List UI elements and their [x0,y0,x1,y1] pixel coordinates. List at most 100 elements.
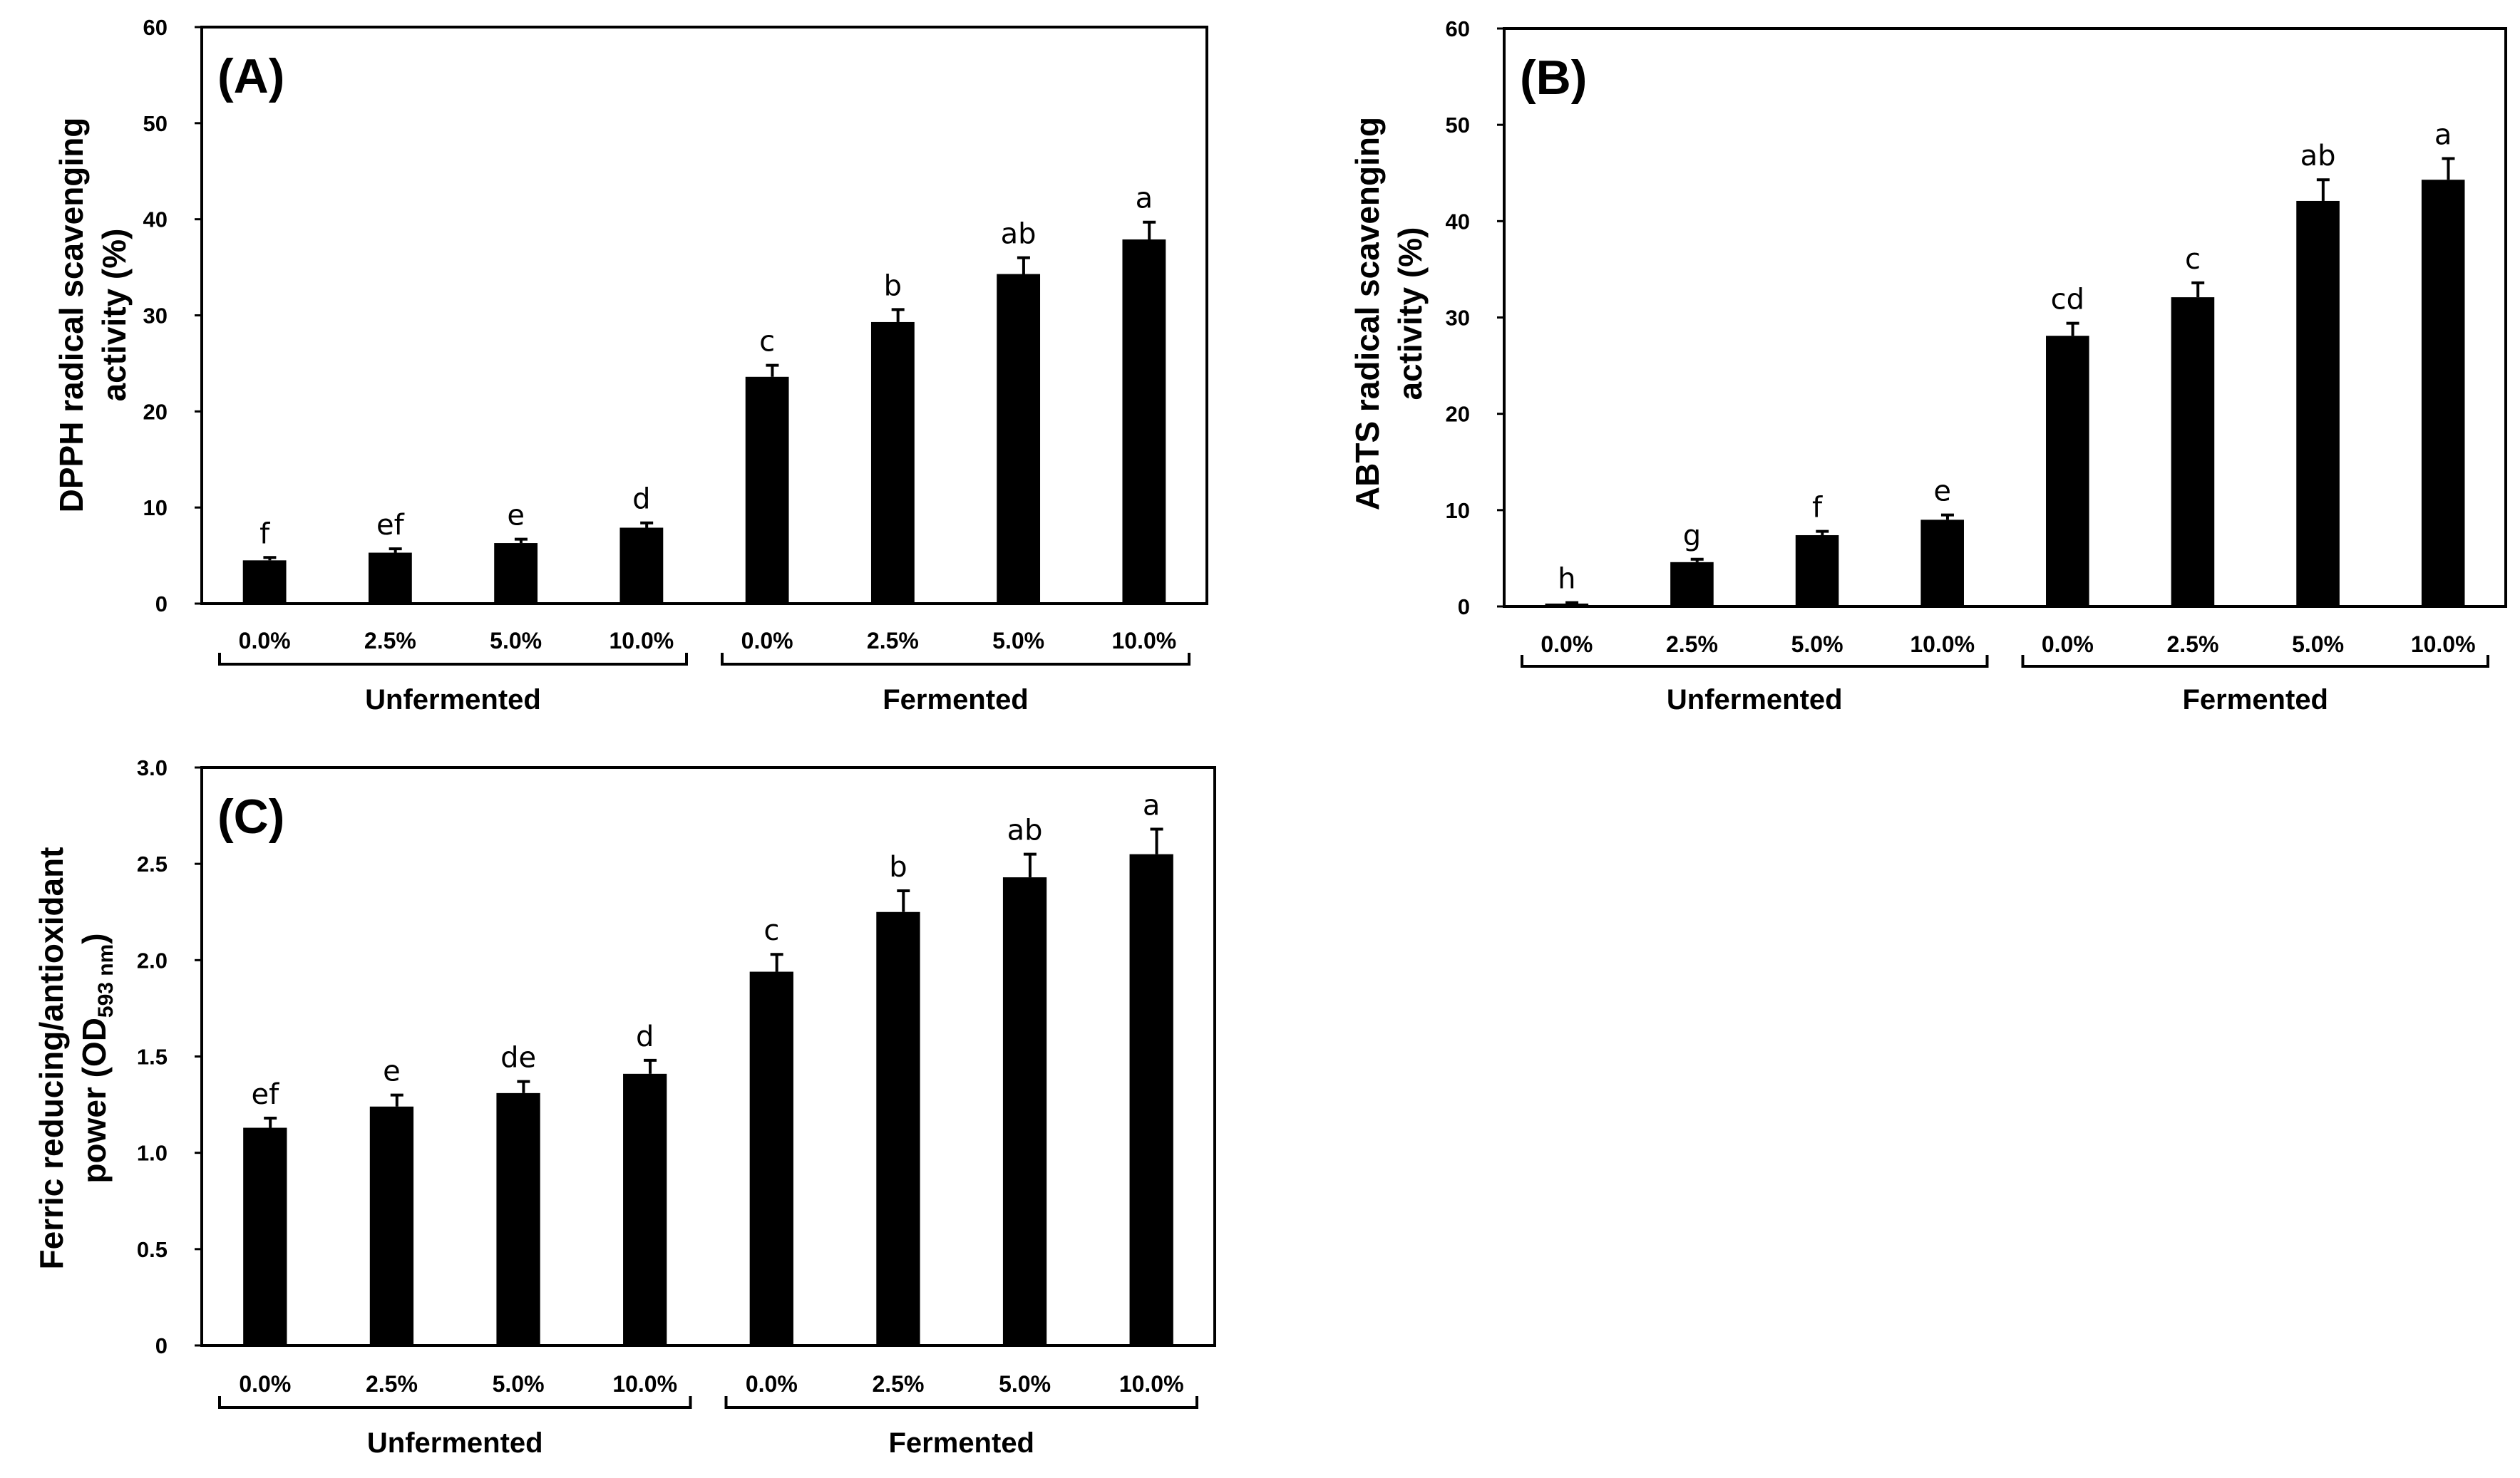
bar [2171,297,2215,606]
y-tick-label: 2.5 [137,852,168,877]
bar [1129,854,1173,1345]
significance-label: d [636,1020,654,1053]
y-tick-label: 20 [143,399,168,424]
category-label: 5.0% [490,628,542,653]
y-tick-label: 1.5 [137,1045,168,1070]
bar [2046,336,2089,606]
significance-label: e [383,1055,401,1088]
y-tick-label: 60 [143,15,168,40]
group-bracket [2021,655,2489,668]
y-axis-label: ABTS radical scavenging activity (%) [1349,117,1429,510]
significance-label: g [1683,520,1701,552]
bar [242,560,287,604]
bar [1920,520,1964,606]
category-label: 10.0% [1112,628,1177,653]
category-label: 5.0% [493,1371,545,1397]
significance-label: ab [1001,218,1037,251]
y-tick-label: 10 [143,495,168,520]
group-label: Fermented [889,1427,1035,1459]
significance-label: ef [376,509,405,542]
panel-label: (A) [217,49,284,103]
plot-frame [200,766,1216,1347]
group-bracket [1521,655,1989,668]
group-bracket [724,1396,1198,1409]
significance-label: c [763,914,779,947]
bar [1795,534,1839,606]
y-axis-label: Ferric reducing/antioxidant power (OD593 … [33,847,118,1270]
significance-label: a [1136,182,1153,215]
y-tick-label: 3.0 [137,755,168,780]
group-bracket [721,653,1190,666]
bar [1122,239,1166,604]
panel-label: (B) [1520,51,1587,105]
bar [1545,603,1589,606]
y-axis-label-line-2: power (OD593 nm) [76,933,118,1183]
category-label: 2.5% [867,628,919,653]
bar [2421,180,2465,606]
y-tick-label: 30 [143,304,168,329]
category-label: 10.0% [2411,631,2476,657]
group-label: Fermented [2183,684,2329,715]
category-label: 10.0% [1910,631,1975,657]
group-bracket [218,653,688,666]
y-axis-label-line-1: Ferric reducing/antioxidant [33,847,70,1270]
category-label: 2.5% [2166,631,2218,657]
significance-label: f [1812,492,1823,524]
category-label: 5.0% [1791,631,1843,657]
group-label: Fermented [883,684,1029,715]
significance-label: de [500,1042,536,1075]
y-tick-label: 0.5 [137,1237,168,1262]
chart-panel-b: 0 10 20 30 40 50 60 ABTS radical scavenging acti… [1349,16,2507,715]
y-axis-label-line-1: ABTS radical scavenging [1349,117,1386,510]
y-axis-label-line-2: activity (%) [1392,227,1429,400]
y-axis-label-suffix: ) [76,933,113,944]
y-tick-label: 40 [1446,209,1470,234]
category-label: 5.0% [992,628,1044,653]
category-label: 2.5% [872,1371,924,1397]
category-label: 2.5% [364,628,416,653]
bar [623,1073,667,1345]
bar [619,527,664,604]
y-tick-label: 0 [155,591,168,616]
category-label: 10.0% [612,1371,677,1397]
significance-label: ab [1007,815,1043,847]
significance-label: b [889,851,907,884]
y-tick-label: 50 [143,111,168,136]
y-axis-label-line-2: activity (%) [96,229,133,402]
significance-label: ef [251,1078,279,1111]
y-axis-label: DPPH radical scavenging activity (%) [53,118,133,513]
category-label: 10.0% [610,628,674,653]
significance-label: f [259,517,270,550]
category-label: 5.0% [2292,631,2344,657]
bar [997,274,1041,604]
category-label: 2.5% [1666,631,1718,657]
bar [745,376,789,604]
significance-label: b [884,269,902,302]
plot-frame [1503,27,2507,608]
plot-frame [200,26,1208,605]
bar [1002,877,1047,1345]
panel-label: (C) [217,790,284,844]
category-label: 0.0% [746,1371,798,1397]
y-axis-label-line-1: DPPH radical scavenging [53,118,90,513]
significance-label: cd [2051,284,2084,316]
group-label: Unfermented [1667,684,1843,715]
bar [496,1092,540,1345]
category-label: 5.0% [999,1371,1051,1397]
significance-label: c [759,326,775,358]
category-label: 0.0% [741,628,793,653]
category-label: 0.0% [2042,631,2094,657]
bar [243,1127,287,1345]
y-tick-label: 2.0 [137,948,168,973]
significance-label: ab [2300,140,2336,172]
group-label: Unfermented [365,684,541,715]
significance-label: a [2434,118,2452,151]
category-label: 10.0% [1119,1371,1184,1397]
category-label: 0.0% [239,1371,291,1397]
y-tick-label: 1.0 [137,1141,168,1166]
y-tick-label: 10 [1446,498,1470,523]
y-tick-label: 40 [143,207,168,232]
significance-label: h [1558,563,1575,596]
y-tick-label: 50 [1446,113,1470,138]
